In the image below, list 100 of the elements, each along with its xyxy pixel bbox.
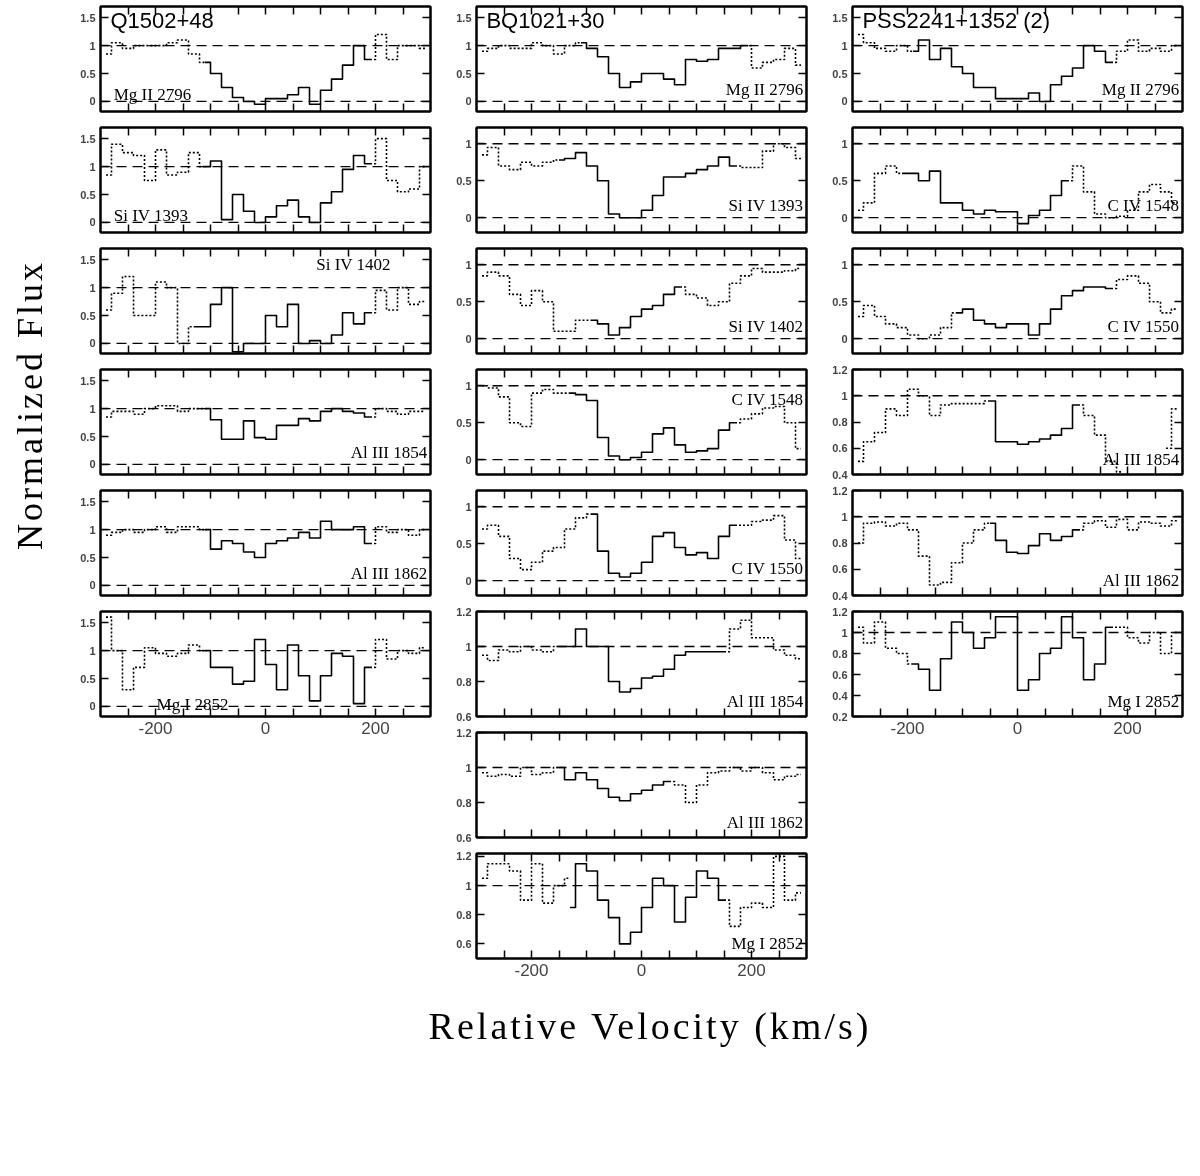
y-tick-label: 0.5 [456, 537, 472, 550]
y-tick-label: 0.5 [456, 295, 472, 308]
annotation: Mg II 2796 [113, 85, 192, 105]
chart-title: PSS2241+1352 (2) [862, 7, 1051, 33]
y-tick-label: 1 [841, 389, 848, 402]
y-tick-label: 0 [465, 211, 472, 224]
annotation: C IV 1550 [731, 559, 803, 579]
y-tick-label: 1.2 [456, 726, 472, 739]
annotation: Mg I 2852 [731, 934, 804, 954]
x-tick-label: -200 [514, 960, 549, 980]
chart-title: Q1502+48 [110, 7, 214, 33]
y-tick-label: 0.5 [80, 67, 96, 80]
y-tick-label: 0.5 [80, 430, 96, 443]
annotation: Al III 1862 [350, 563, 428, 583]
y-tick-label: 0 [841, 332, 848, 345]
y-tick-label: 1 [89, 160, 96, 173]
y-tick-label: 0 [89, 216, 96, 229]
y-tick-label: 0.2 [832, 710, 848, 723]
x-tick-label: 0 [260, 718, 271, 738]
y-tick-label: 0.8 [456, 796, 472, 809]
y-tick-label: 1 [465, 761, 472, 774]
y-tick-label: 0.5 [80, 188, 96, 201]
annotation: Si IV 1402 [316, 254, 391, 274]
x-tick-label: 0 [636, 960, 647, 980]
y-tick-label: 1 [841, 258, 848, 271]
y-tick-label: 1 [841, 626, 848, 639]
annotation: C IV 1548 [731, 389, 803, 409]
y-tick-label: 0.5 [456, 67, 472, 80]
y-tick-label: 1 [465, 39, 472, 52]
y-tick-label: 1 [465, 879, 472, 892]
y-tick-label: 1.5 [80, 11, 96, 24]
y-tick-label: 1 [465, 137, 472, 150]
y-tick-label: 0 [465, 574, 472, 587]
y-tick-label: 0 [89, 458, 96, 471]
y-tick-label: 1 [841, 510, 848, 523]
y-tick-label: 0.5 [456, 174, 472, 187]
y-tick-label: 0.5 [832, 295, 848, 308]
y-tick-label: 0.5 [832, 174, 848, 187]
y-tick-label: 1 [841, 39, 848, 52]
y-tick-label: 0.6 [456, 710, 472, 723]
x-tick-label: -200 [138, 718, 173, 738]
y-tick-label: 1 [89, 39, 96, 52]
y-tick-label: 0 [841, 211, 848, 224]
y-tick-label: 0.5 [80, 672, 96, 685]
y-tick-label: 1.5 [832, 11, 848, 24]
y-tick-label: 1 [841, 137, 848, 150]
annotation: Mg II 2796 [1101, 79, 1180, 99]
y-tick-label: 1.2 [832, 605, 848, 618]
y-tick-label: 0.8 [832, 416, 848, 428]
y-tick-label: 1 [89, 523, 96, 536]
annotation: Mg I 2852 [1107, 692, 1180, 712]
y-tick-label: 1 [465, 500, 472, 513]
annotation: Mg II 2796 [725, 79, 804, 99]
y-tick-label: 1.2 [456, 850, 472, 863]
x-tick-label: 200 [737, 960, 766, 980]
y-tick-label: 0.6 [456, 831, 472, 844]
annotation: Al III 1862 [1102, 571, 1180, 591]
y-tick-label: 1.5 [80, 495, 96, 508]
y-tick-label: 0.6 [832, 442, 848, 455]
y-tick-label: 0 [89, 579, 96, 592]
x-tick-label: 200 [1113, 718, 1142, 738]
y-tick-label: 0 [465, 332, 472, 345]
y-tick-label: 1 [465, 640, 472, 653]
annotation: C IV 1550 [1107, 317, 1179, 337]
x-axis-title: Relative Velocity (km/s) [428, 1004, 872, 1049]
y-tick-label: 0.6 [456, 937, 472, 950]
annotation: Al III 1854 [726, 692, 804, 712]
y-tick-label: 0.4 [832, 689, 849, 702]
chart-title: BQ1021+30 [486, 7, 605, 33]
x-tick-label: -200 [890, 718, 925, 738]
y-tick-label: 0.4 [832, 468, 849, 481]
annotation: Si IV 1393 [113, 206, 189, 226]
annotation: Al III 1862 [726, 813, 804, 833]
y-tick-label: 1.2 [832, 484, 848, 497]
y-tick-label: 0 [465, 95, 472, 108]
y-tick-label: 1 [465, 379, 472, 392]
y-tick-label: 0.8 [832, 647, 848, 660]
y-tick-label: 1 [89, 402, 96, 415]
x-tick-label: 200 [361, 718, 390, 738]
y-tick-label: 0.8 [456, 908, 472, 921]
y-axis-title: Normalized Flux [9, 260, 51, 550]
y-tick-label: 0.6 [832, 668, 848, 681]
y-tick-label: 0.5 [456, 416, 472, 429]
y-tick-label: 0 [89, 700, 96, 713]
y-tick-label: 1.2 [456, 605, 472, 618]
y-tick-label: 0.4 [832, 589, 849, 602]
y-tick-label: 1.5 [80, 616, 96, 629]
y-tick-label: 1 [89, 644, 96, 657]
annotation: Al III 1854 [350, 442, 428, 462]
y-tick-label: 1 [89, 281, 96, 294]
y-tick-label: 0.5 [80, 551, 96, 564]
y-tick-label: 1.5 [80, 374, 96, 387]
y-tick-label: 0.8 [832, 537, 848, 549]
annotation: Si IV 1393 [728, 196, 803, 216]
y-tick-label: 0.6 [832, 563, 848, 576]
y-tick-label: 0 [89, 95, 96, 108]
y-tick-label: 0 [89, 337, 96, 350]
annotation: Si IV 1402 [728, 317, 803, 337]
annotation: Al III 1854 [1102, 450, 1180, 470]
y-tick-label: 1 [465, 258, 472, 271]
